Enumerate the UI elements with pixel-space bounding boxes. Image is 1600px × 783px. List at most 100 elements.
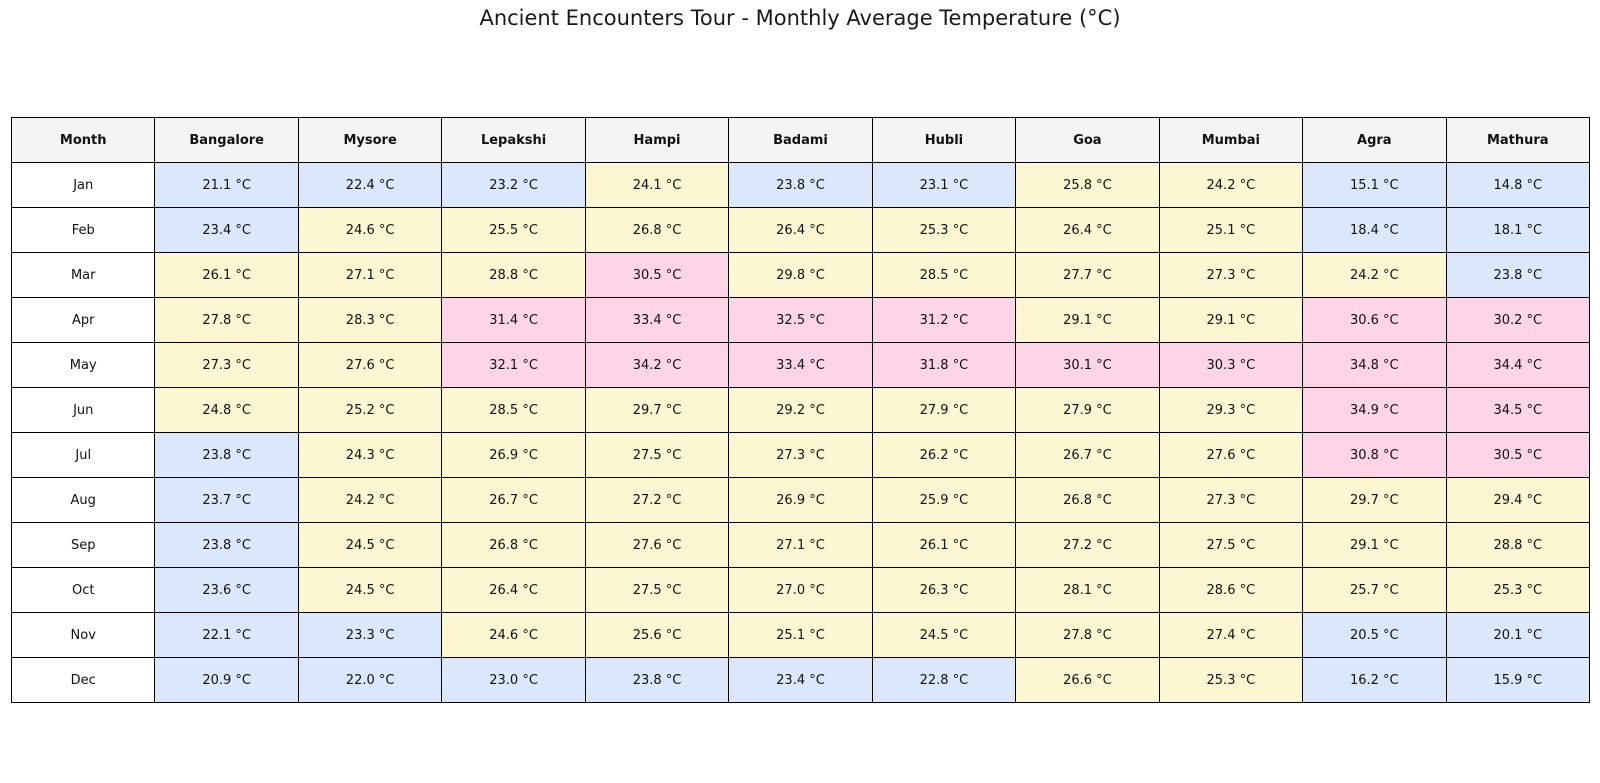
temperature-cell: 27.6 °C xyxy=(1158,432,1304,478)
temperature-cell: 18.1 °C xyxy=(1445,207,1591,253)
temperature-cell: 30.5 °C xyxy=(584,252,730,298)
temperature-cell: 22.0 °C xyxy=(297,657,443,703)
month-cell: Jun xyxy=(10,387,156,433)
temperature-cell: 24.6 °C xyxy=(297,207,443,253)
temperature-cell: 22.1 °C xyxy=(154,612,299,658)
column-header-agra: Agra xyxy=(1302,117,1447,163)
temperature-cell: 24.2 °C xyxy=(1302,252,1447,298)
temperature-cell: 34.8 °C xyxy=(1302,342,1447,388)
table-row: Dec 20.9 °C 22.0 °C 23.0 °C 23.8 °C 23.4 °C 22… xyxy=(10,657,1591,703)
month-cell: Mar xyxy=(10,252,156,298)
temperature-cell: 29.4 °C xyxy=(1445,477,1591,523)
temperature-cell: 25.1 °C xyxy=(728,612,873,658)
table-row: Feb 23.4 °C 24.6 °C 25.5 °C 26.8 °C 26.4 °C 25… xyxy=(10,207,1591,253)
temperature-cell: 27.8 °C xyxy=(154,297,299,343)
temperature-cell: 27.9 °C xyxy=(871,387,1017,433)
temperature-cell: 27.2 °C xyxy=(584,477,730,523)
temperature-cell: 27.3 °C xyxy=(1158,252,1304,298)
month-cell: Jul xyxy=(10,432,156,478)
temperature-cell: 27.4 °C xyxy=(1158,612,1304,658)
temperature-cell: 23.8 °C xyxy=(728,162,873,208)
temperature-cell: 24.2 °C xyxy=(1158,162,1304,208)
temperature-cell: 23.0 °C xyxy=(441,657,586,703)
temperature-cell: 26.2 °C xyxy=(871,432,1017,478)
temperature-cell: 26.1 °C xyxy=(154,252,299,298)
column-header-hampi: Hampi xyxy=(584,117,730,163)
temperature-cell: 23.8 °C xyxy=(154,522,299,568)
temperature-cell: 25.1 °C xyxy=(1158,207,1304,253)
temperature-cell: 30.1 °C xyxy=(1015,342,1160,388)
temperature-cell: 27.3 °C xyxy=(1158,477,1304,523)
table-row: May 27.3 °C 27.6 °C 32.1 °C 34.2 °C 33.4 °C 31… xyxy=(10,342,1591,388)
column-header-lepakshi: Lepakshi xyxy=(441,117,586,163)
temperature-cell: 34.2 °C xyxy=(584,342,730,388)
temperature-cell: 24.5 °C xyxy=(297,567,443,613)
table-header-row: Month Bangalore Mysore Lepakshi Hampi Badami H… xyxy=(10,117,1591,163)
temperature-cell: 27.0 °C xyxy=(728,567,873,613)
temperature-cell: 29.8 °C xyxy=(728,252,873,298)
temperature-cell: 25.5 °C xyxy=(441,207,586,253)
column-header-mysore: Mysore xyxy=(297,117,443,163)
temperature-cell: 27.1 °C xyxy=(297,252,443,298)
temperature-cell: 23.3 °C xyxy=(297,612,443,658)
temperature-cell: 20.1 °C xyxy=(1445,612,1591,658)
month-cell: Nov xyxy=(10,612,156,658)
month-cell: Apr xyxy=(10,297,156,343)
month-cell: Feb xyxy=(10,207,156,253)
temperature-cell: 30.5 °C xyxy=(1445,432,1591,478)
temperature-cell: 31.4 °C xyxy=(441,297,586,343)
temperature-cell: 27.8 °C xyxy=(1015,612,1160,658)
temperature-cell: 21.1 °C xyxy=(154,162,299,208)
temperature-cell: 29.2 °C xyxy=(728,387,873,433)
temperature-cell: 29.1 °C xyxy=(1158,297,1304,343)
temperature-cell: 34.4 °C xyxy=(1445,342,1591,388)
table-row: Oct 23.6 °C 24.5 °C 26.4 °C 27.5 °C 27.0 °C 26… xyxy=(10,567,1591,613)
table-body: Jan 21.1 °C 22.4 °C 23.2 °C 24.1 °C 23.8 °C 23… xyxy=(10,162,1591,703)
temperature-cell: 24.3 °C xyxy=(297,432,443,478)
temperature-cell: 23.8 °C xyxy=(584,657,730,703)
temperature-cell: 28.5 °C xyxy=(441,387,586,433)
month-cell: Oct xyxy=(10,567,156,613)
temperature-cell: 25.3 °C xyxy=(1445,567,1591,613)
temperature-cell: 28.5 °C xyxy=(871,252,1017,298)
month-cell: Dec xyxy=(10,657,156,703)
temperature-cell: 31.2 °C xyxy=(871,297,1017,343)
month-cell: Sep xyxy=(10,522,156,568)
temperature-cell: 23.2 °C xyxy=(441,162,586,208)
temperature-cell: 20.9 °C xyxy=(154,657,299,703)
temperature-table: Month Bangalore Mysore Lepakshi Hampi Badami H… xyxy=(10,117,1591,703)
temperature-cell: 26.3 °C xyxy=(871,567,1017,613)
temperature-cell: 23.8 °C xyxy=(154,432,299,478)
temperature-cell: 26.6 °C xyxy=(1015,657,1160,703)
temperature-cell: 34.5 °C xyxy=(1445,387,1591,433)
temperature-cell: 16.2 °C xyxy=(1302,657,1447,703)
table-row: Sep 23.8 °C 24.5 °C 26.8 °C 27.6 °C 27.1 °C 26… xyxy=(10,522,1591,568)
temperature-cell: 26.7 °C xyxy=(1015,432,1160,478)
month-cell: May xyxy=(10,342,156,388)
temperature-cell: 28.8 °C xyxy=(1445,522,1591,568)
temperature-cell: 29.1 °C xyxy=(1302,522,1447,568)
temperature-cell: 29.7 °C xyxy=(1302,477,1447,523)
temperature-cell: 29.1 °C xyxy=(1015,297,1160,343)
temperature-cell: 30.3 °C xyxy=(1158,342,1304,388)
temperature-cell: 27.1 °C xyxy=(728,522,873,568)
temperature-cell: 25.9 °C xyxy=(871,477,1017,523)
temperature-cell: 18.4 °C xyxy=(1302,207,1447,253)
column-header-goa: Goa xyxy=(1015,117,1160,163)
temperature-cell: 25.6 °C xyxy=(584,612,730,658)
temperature-cell: 27.6 °C xyxy=(584,522,730,568)
temperature-cell: 23.7 °C xyxy=(154,477,299,523)
temperature-cell: 27.5 °C xyxy=(1158,522,1304,568)
temperature-cell: 23.8 °C xyxy=(1445,252,1591,298)
column-header-bangalore: Bangalore xyxy=(154,117,299,163)
temperature-cell: 29.7 °C xyxy=(584,387,730,433)
column-header-mumbai: Mumbai xyxy=(1158,117,1304,163)
table-row: Aug 23.7 °C 24.2 °C 26.7 °C 27.2 °C 26.9 °C 25… xyxy=(10,477,1591,523)
temperature-cell: 25.2 °C xyxy=(297,387,443,433)
temperature-cell: 27.2 °C xyxy=(1015,522,1160,568)
temperature-cell: 31.8 °C xyxy=(871,342,1017,388)
temperature-cell: 26.8 °C xyxy=(1015,477,1160,523)
temperature-cell: 23.6 °C xyxy=(154,567,299,613)
temperature-cell: 28.3 °C xyxy=(297,297,443,343)
temperature-cell: 14.8 °C xyxy=(1445,162,1591,208)
